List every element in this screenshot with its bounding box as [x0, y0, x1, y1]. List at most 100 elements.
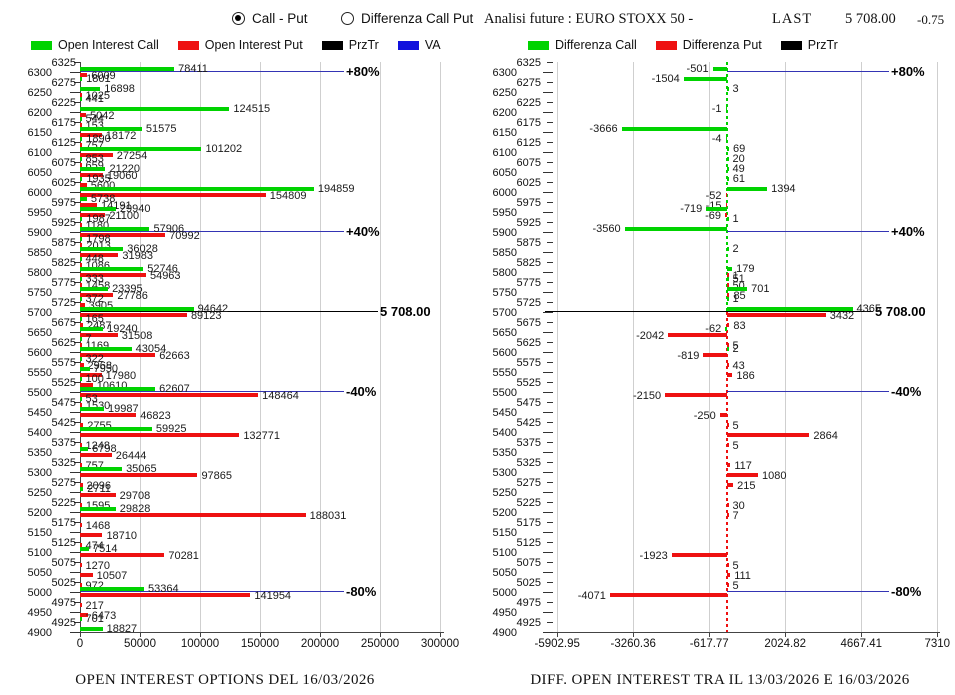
strike-tick	[74, 342, 80, 343]
call-bar	[80, 347, 132, 351]
put-bar	[80, 293, 114, 297]
radio-differenza-call-put[interactable]: Differenza Call Put	[341, 11, 473, 26]
strike-label: 4900	[492, 627, 517, 639]
radio-selected-icon[interactable]	[232, 12, 245, 25]
put-value-label: 3432	[829, 310, 855, 322]
call-bar	[80, 487, 84, 491]
put-bar	[80, 203, 98, 207]
analysis-title: Analisi future : EURO STOXX 50 -	[484, 11, 694, 27]
strike-tick	[547, 182, 553, 183]
radio-unselected-icon[interactable]	[341, 12, 354, 25]
strike-label: 5975	[51, 197, 76, 209]
put-bar	[665, 393, 727, 397]
call-value-label: -1	[711, 103, 722, 115]
strike-tick	[74, 322, 80, 323]
x-axis-tick	[140, 632, 141, 637]
strike-label: 6100	[492, 147, 517, 159]
put-bar	[80, 313, 187, 317]
put-bar	[80, 403, 82, 407]
put-bar	[727, 583, 729, 587]
strike-tick	[74, 402, 80, 403]
call-bar	[80, 627, 103, 631]
strike-tick	[70, 212, 80, 213]
strike-label: 5075	[516, 557, 541, 569]
call-value-label: 165	[85, 313, 104, 325]
strike-label: 6275	[51, 77, 76, 89]
call-value-label: -4	[711, 133, 722, 145]
strike-tick	[70, 152, 80, 153]
strike-tick	[547, 502, 553, 503]
put-bar	[80, 543, 82, 547]
legend-swatch-icon	[655, 40, 677, 50]
legend-label: Differenza Call	[555, 38, 637, 52]
strike-tick	[543, 552, 553, 553]
strike-label: 5375	[516, 437, 541, 449]
strike-label: 6050	[492, 167, 517, 179]
put-value-label: 154809	[269, 190, 307, 202]
strike-label: 5025	[51, 577, 76, 589]
put-value-label: 5	[732, 560, 739, 572]
put-bar	[727, 323, 730, 327]
call-value-label: -719	[680, 203, 703, 215]
call-bar	[80, 397, 82, 401]
va-reference-line	[80, 71, 344, 72]
strike-tick	[70, 192, 80, 193]
strike-tick	[543, 412, 553, 413]
zero-line-put-segment	[726, 312, 728, 632]
call-value-label: 1987	[86, 213, 111, 225]
strike-tick	[70, 372, 80, 373]
put-bar	[80, 243, 83, 247]
call-bar	[727, 267, 733, 271]
strike-label: 5175	[516, 517, 541, 529]
put-bar	[80, 553, 165, 557]
call-value-label: 1801	[86, 73, 111, 85]
put-bar	[80, 413, 137, 417]
put-value-label: 31983	[122, 250, 153, 262]
radio-call-put[interactable]: Call - Put	[232, 11, 308, 26]
put-bar	[727, 283, 729, 287]
legend-label: Open Interest Call	[58, 38, 159, 52]
strike-label: 5025	[516, 577, 541, 589]
strike-label: 5250	[492, 487, 517, 499]
put-value-label: 1080	[762, 470, 787, 482]
right-chart-legend: Differenza Call Differenza Put PrzTr	[528, 38, 838, 52]
strike-tick	[547, 82, 553, 83]
strike-tick	[543, 212, 553, 213]
strike-label: 5250	[27, 487, 52, 499]
strike-label: 5600	[27, 347, 52, 359]
put-value-label: 188031	[309, 510, 347, 522]
call-value-label: -62	[705, 323, 722, 335]
strike-label: 5125	[516, 537, 541, 549]
strike-tick	[547, 222, 553, 223]
x-axis-tick	[200, 632, 201, 637]
put-bar	[727, 513, 729, 517]
put-bar	[80, 173, 103, 177]
strike-label: 5900	[27, 227, 52, 239]
put-bar	[80, 223, 82, 227]
call-bar	[80, 547, 90, 551]
strike-tick	[547, 562, 553, 563]
strike-label: 5875	[516, 237, 541, 249]
strike-tick	[70, 352, 80, 353]
strike-tick	[70, 292, 80, 293]
x-tick-label: 0	[76, 638, 84, 650]
strike-tick	[70, 572, 80, 573]
strike-tick	[70, 552, 80, 553]
price-reference-line	[80, 311, 378, 312]
strike-tick	[74, 82, 80, 83]
strike-tick	[543, 92, 553, 93]
call-bar	[80, 257, 82, 261]
strike-label: 5650	[492, 327, 517, 339]
call-bar	[727, 277, 729, 281]
legend-swatch-icon	[528, 40, 549, 50]
legend-item: PrzTr	[780, 38, 838, 52]
strike-label: 5200	[492, 507, 517, 519]
call-bar	[80, 217, 83, 221]
call-value-label: 69	[732, 143, 746, 155]
strike-label: 5650	[27, 327, 52, 339]
strike-tick	[547, 362, 553, 363]
strike-label: 6300	[27, 67, 52, 79]
call-bar	[80, 587, 145, 591]
call-bar	[80, 197, 87, 201]
